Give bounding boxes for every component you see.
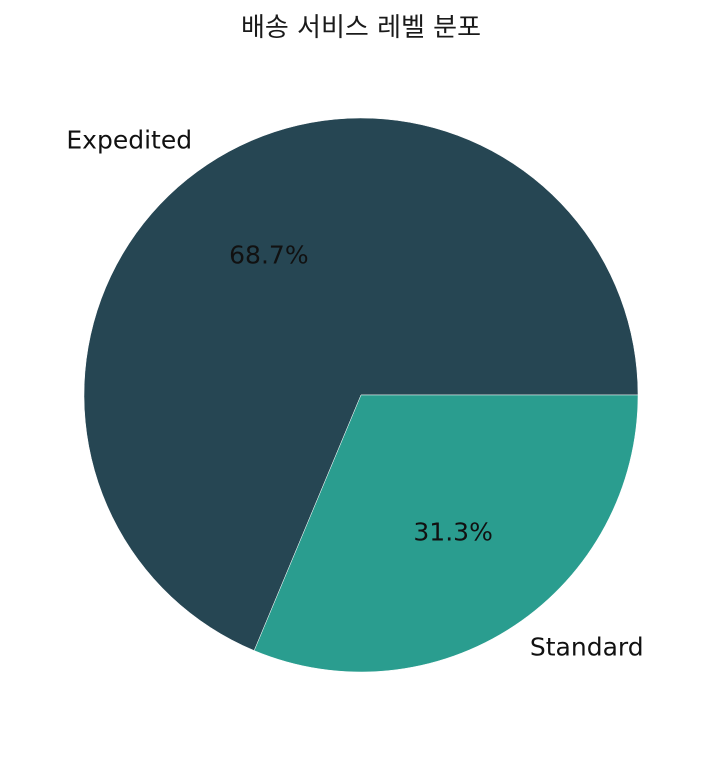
category-label-standard: Standard <box>530 633 644 662</box>
pct-label-expedited: 68.7% <box>229 241 308 270</box>
category-label-expedited: Expedited <box>66 125 192 154</box>
pie-slice-standard <box>253 394 639 673</box>
chart-title: 배송 서비스 레벨 분포 <box>241 13 481 43</box>
pie-slice-expedited <box>83 117 639 651</box>
pct-label-standard: 31.3% <box>413 517 492 546</box>
pie-labels: 68.7% Expedited 31.3% Standard <box>66 125 643 661</box>
pie-slices <box>83 117 639 673</box>
